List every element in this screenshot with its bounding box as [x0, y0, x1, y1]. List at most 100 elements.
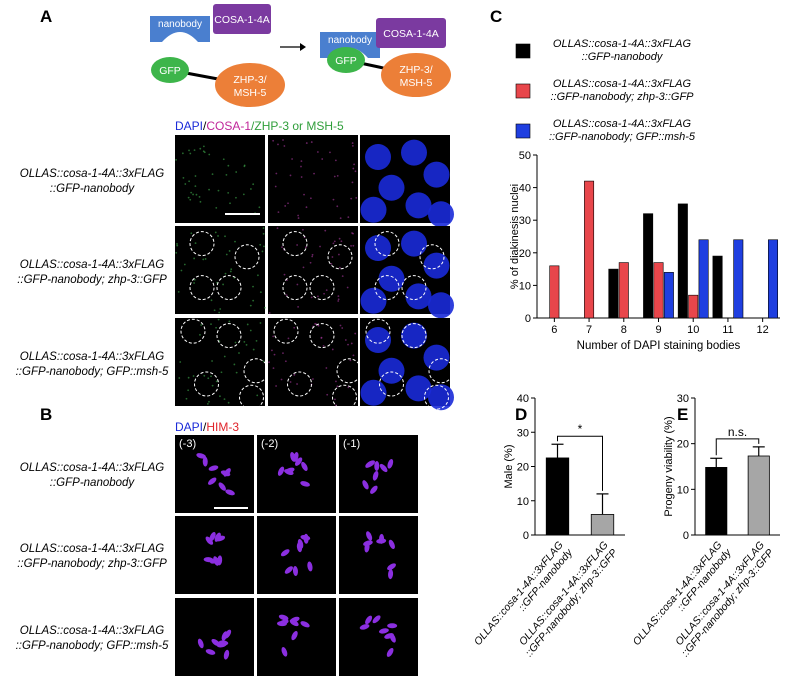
focus [228, 320, 231, 323]
chromosome [374, 460, 380, 471]
chromosome [388, 569, 394, 580]
nucleus-outline [332, 384, 357, 410]
channel-name: / [203, 119, 207, 133]
focus [213, 309, 216, 312]
nucleus [365, 327, 391, 353]
bar [618, 262, 629, 319]
nucleus [378, 265, 405, 292]
focus [211, 173, 214, 176]
bar [545, 457, 570, 536]
nucleus-outline [287, 371, 312, 397]
row-label: OLLAS::cosa-1-4A::3xFLAG [20, 543, 165, 555]
row-label: OLLAS::cosa-1-4A::3xFLAG [20, 259, 165, 271]
focus [194, 242, 197, 245]
chromosome [366, 531, 373, 541]
focus [217, 318, 220, 321]
zhp-shape [381, 53, 451, 97]
focus [203, 374, 206, 377]
focus [277, 143, 279, 146]
focus [198, 195, 201, 198]
focus [280, 378, 283, 381]
focus [275, 172, 278, 175]
micrograph [257, 516, 336, 594]
chromosome [387, 623, 398, 629]
micrograph [268, 135, 358, 223]
focus [210, 323, 212, 326]
focus [349, 359, 352, 362]
nucleus-outline [424, 384, 449, 410]
cosa-label: COSA-1-4A [383, 28, 438, 40]
nucleus-outline [234, 244, 260, 270]
focus [337, 298, 340, 301]
focus [275, 385, 277, 387]
focus [199, 200, 202, 203]
stage-label: (-3) [179, 438, 196, 450]
chromosome [223, 468, 231, 477]
focus [337, 295, 340, 298]
focus [302, 228, 304, 231]
focus [347, 216, 350, 219]
chromosome [370, 485, 378, 494]
chromosome [387, 459, 394, 469]
nucleus [405, 375, 432, 402]
focus [339, 217, 342, 220]
focus [289, 174, 292, 177]
focus [223, 355, 226, 358]
nucleus [378, 357, 405, 384]
x-tick-label: 10 [687, 324, 699, 336]
nucleus-outline [379, 371, 404, 397]
focus [346, 286, 349, 289]
micrograph [339, 598, 418, 676]
focus [297, 214, 300, 217]
focus [223, 398, 226, 401]
row-label: ::GFP-nanobody; zhp-3::GFP [17, 558, 167, 570]
focus [287, 337, 290, 340]
nucleus [428, 384, 454, 411]
row-label: ::GFP-nanobody [50, 183, 136, 195]
panel-label: A [40, 7, 52, 26]
nucleus [378, 174, 405, 201]
focus [193, 149, 196, 152]
focus [199, 333, 201, 336]
chromosome [300, 481, 310, 487]
focus [354, 332, 357, 335]
chromosome [289, 619, 299, 627]
chromosome [223, 649, 230, 660]
micrograph-bg [268, 318, 358, 406]
channel-name: DAPI [175, 420, 203, 434]
focus [202, 145, 205, 148]
significance-label: n.s. [728, 425, 747, 439]
y-tick-label: 0 [525, 313, 531, 325]
focus [297, 217, 300, 219]
focus [176, 244, 179, 247]
focus [217, 235, 219, 237]
chromosome [376, 538, 387, 544]
focus [338, 253, 340, 256]
focus [194, 185, 197, 188]
focus [350, 197, 353, 200]
nucleus-outline [365, 318, 391, 344]
channel-name: HIM-3 [206, 420, 239, 434]
chromosome [215, 535, 226, 542]
chromosome [211, 638, 221, 647]
focus [282, 352, 284, 355]
focus [229, 202, 231, 205]
focus [183, 263, 186, 266]
focus [354, 170, 357, 173]
diagram: nanobody COSA-1-4A ZHP-3/MSH-5 GFP [150, 4, 285, 107]
focus [219, 308, 222, 310]
chromosome [280, 549, 290, 557]
focus [250, 188, 252, 190]
focus [268, 361, 270, 364]
focus [180, 269, 183, 272]
focus [283, 273, 286, 276]
y-tick-label: 30 [517, 427, 529, 439]
focus [187, 196, 190, 199]
focus [202, 150, 205, 153]
focus [284, 205, 287, 207]
focus [256, 394, 259, 397]
micrograph [257, 598, 336, 676]
focus [335, 380, 337, 383]
focus [296, 383, 298, 385]
focus [175, 158, 177, 161]
